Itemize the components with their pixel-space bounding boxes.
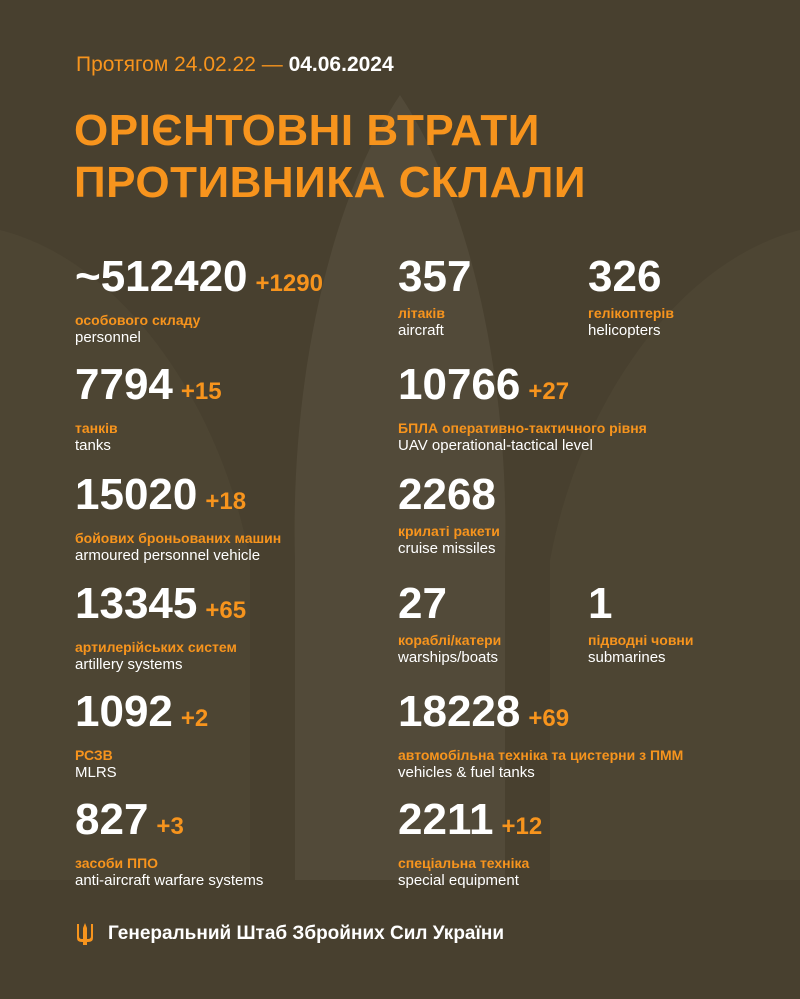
stat-label-en: submarines [588,649,666,666]
stat-value: 2268 [398,470,496,519]
stat-artillery: 13345 +65 артилерійських систем artillery… [75,579,247,674]
stat-value: 1092 +2 [75,687,209,736]
stat-delta: +1290 [255,270,323,297]
stat-label-ua: особового складу [75,312,201,328]
stat-value: 326 [588,252,662,301]
page-title: ОРІЄНТОВНІ ВТРАТИ ПРОТИВНИКА СКЛАЛИ [74,106,586,207]
stat-mlrs: 1092 +2 РСЗВ MLRS [75,687,209,782]
stat-label-en: anti-aircraft warfare systems [75,872,264,889]
stat-label-ua: спеціальна техніка [398,855,530,871]
stat-delta: +27 [528,378,570,405]
stat-label-en: special equipment [398,872,519,889]
stat-personnel: ~512420 +1290 особового складу personnel [75,252,323,347]
stat-cruise: 2268 крилаті ракети cruise missiles [398,470,500,558]
stat-delta: +18 [205,488,247,515]
stat-submarines: 1 підводні човни submarines [588,579,694,667]
stat-delta: +2 [180,705,209,732]
stat-label-en: artillery systems [75,656,183,673]
stat-value: ~512420 +1290 [75,252,323,301]
stat-label-en: cruise missiles [398,540,496,557]
stat-label-ua: БПЛА оперативно-тактичного рівня [398,420,647,436]
stat-value: 15020 +18 [75,470,247,519]
stat-armoured: 15020 +18 бойових броньованих машин armou… [75,470,282,565]
stat-uav: 10766 +27 БПЛА оперативно-тактичного рівн… [398,360,647,455]
report-date: 04.06.2024 [288,53,394,76]
footer-text: Генеральний Штаб Збройних Сил України [108,923,504,944]
stat-label-ua: літаків [398,305,445,321]
stat-value: 827 +3 [75,795,184,844]
stat-value: 18228 +69 [398,687,570,736]
stat-delta: +65 [205,597,247,624]
stat-label-ua: танків [75,420,118,436]
stat-label-en: armoured personnel vehicle [75,547,261,564]
stat-helicopters: 326 гелікоптерів helicopters [588,252,674,340]
stat-value: 10766 +27 [398,360,570,409]
trident-icon [77,923,93,945]
stat-aircraft: 357 літаків aircraft [398,252,472,340]
stat-label-ua: кораблі/катери [398,632,502,648]
stat-label-en: vehicles & fuel tanks [398,764,535,781]
stat-antiaircraft: 827 +3 засоби ППО anti-aircraft warfare s… [75,795,264,890]
stat-label-ua: бойових броньованих машин [75,530,282,546]
stat-label-en: MLRS [75,764,117,781]
stat-label-en: aircraft [398,322,444,339]
stat-value: 2211 +12 [398,795,543,844]
stat-special: 2211 +12 спеціальна техніка special equip… [398,795,543,890]
stat-label-en: helicopters [588,322,661,339]
stat-value: 7794 +15 [75,360,222,409]
stat-value: 27 [398,579,447,628]
stat-warshipsboats: 27 кораблі/катери warships/boats [398,579,502,667]
stat-label-en: UAV operational-tactical level [398,437,593,454]
stat-label-ua: гелікоптерів [588,305,674,321]
stat-label-en: warships/boats [398,649,499,666]
stat-label-ua: автомобільна техніка та цистерни з ПММ [398,747,684,763]
stat-value: 357 [398,252,472,301]
stat-label-ua: крилаті ракети [398,523,500,539]
stat-delta: +69 [528,705,570,732]
stat-label-en: tanks [75,437,111,454]
stat-label-ua: підводні човни [588,632,694,648]
stat-label-ua: артилерійських систем [75,639,237,655]
stat-delta: +12 [501,813,543,840]
stat-value: 1 [588,579,613,628]
stat-delta: +3 [156,813,184,840]
stat-tanks: 7794 +15 танків tanks [75,360,222,455]
footer: Генеральний Штаб Збройних Сил України [76,922,504,946]
stat-label-ua: засоби ППО [75,855,159,871]
stat-value: 13345 +65 [75,579,247,628]
stat-vehicles: 18228 +69 автомобільна техніка та цистерн… [398,687,684,782]
stat-label-en: personnel [75,329,141,346]
period-subtitle: Протягом 24.02.22 — 04.06.2024 [76,53,394,76]
stat-delta: +15 [180,378,222,405]
stat-label-ua: РСЗВ [75,747,113,763]
